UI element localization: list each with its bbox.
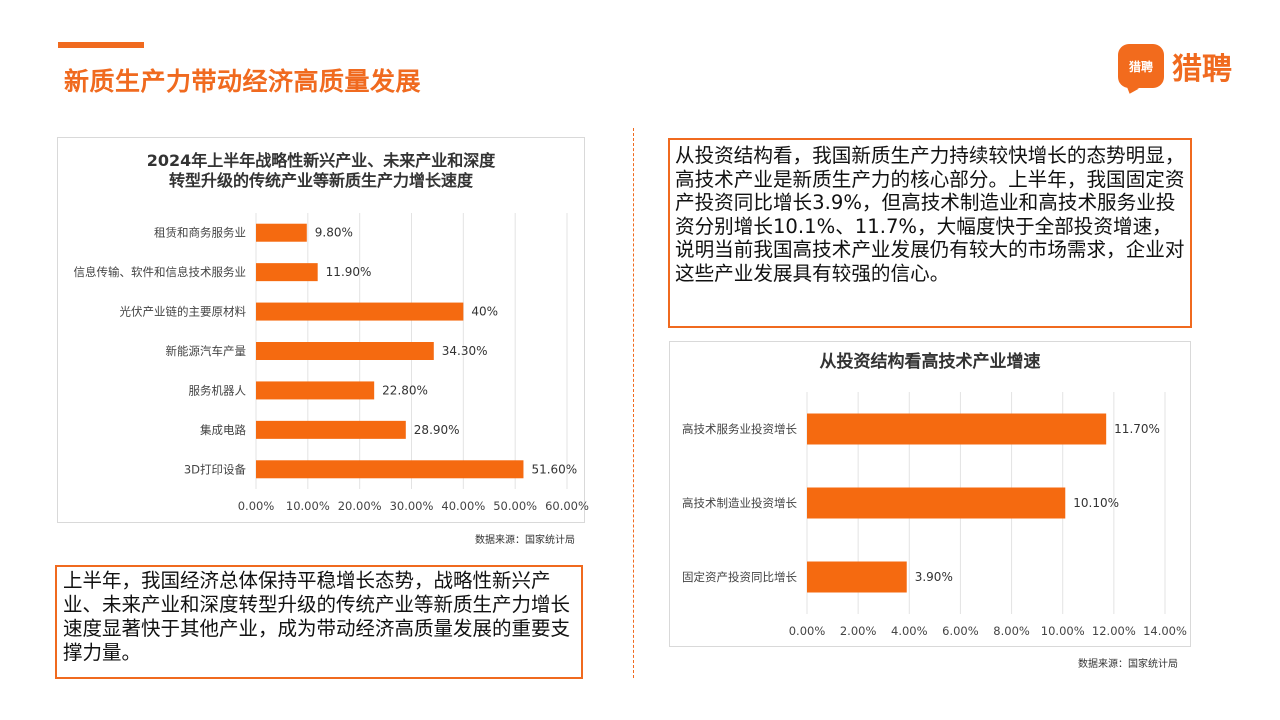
x-tick-label: 12.00% xyxy=(1092,624,1136,638)
chat-bubble-icon: 猎聘 xyxy=(1118,44,1164,88)
bar xyxy=(256,342,434,360)
investment-chart-panel: 从投资结构看高技术产业增速 0.00% 2.00% 4.00% 6.00% 8.00% 1… xyxy=(669,341,1191,647)
data-label: 51.60% xyxy=(531,462,577,476)
x-tick-label: 10.00% xyxy=(1041,624,1085,638)
left-chart-source: 数据来源：国家统计局 xyxy=(475,535,575,546)
bar xyxy=(256,263,318,282)
x-tick-label: 2.00% xyxy=(840,624,877,638)
category-label: 固定资产投资同比增长 xyxy=(682,570,797,584)
investment-bar-chart: 0.00% 2.00% 4.00% 6.00% 8.00% 10.00% 12.00% 14.… xyxy=(682,392,1187,638)
logo-text: 猎聘 xyxy=(1172,52,1232,87)
investment-text-box: 从投资结构看，我国新质生产力持续较快增长的态势明显，高技术产业是新质生产力的核心… xyxy=(668,138,1192,328)
x-tick-label: 30.00% xyxy=(390,499,434,513)
chart-title-line2: 转型升级的传统产业等新质生产力增长速度 xyxy=(168,171,473,190)
growth-chart-panel: 2024年上半年战略性新兴产业、未来产业和深度 转型升级的传统产业等新质生产力增… xyxy=(57,137,589,523)
summary-text-box: 上半年，我国经济总体保持平稳增长态势，战略性新兴产业、未来产业和深度转型升级的传… xyxy=(55,565,583,679)
liepin-logo: 猎聘 猎聘 xyxy=(1118,44,1232,88)
growth-bar-chart: 0.00% 10.00% 20.00% 30.00% 40.00% 50.00% 60.00… xyxy=(74,213,589,513)
data-label: 11.70% xyxy=(1114,422,1160,436)
right-chart-source: 数据来源：国家统计局 xyxy=(1078,659,1178,670)
x-tick-label: 50.00% xyxy=(493,499,537,513)
x-tick-label: 4.00% xyxy=(891,624,928,638)
data-label: 28.90% xyxy=(414,423,460,437)
category-label: 3D打印设备 xyxy=(184,462,247,476)
bar xyxy=(256,381,375,400)
x-tick-label: 40.00% xyxy=(441,499,485,513)
bar xyxy=(256,223,307,242)
title-accent-line xyxy=(58,42,144,48)
data-label: 9.80% xyxy=(315,226,353,240)
category-label: 信息传输、软件和信息技术服务业 xyxy=(74,265,247,279)
x-tick-label: 0.00% xyxy=(789,624,826,638)
bar xyxy=(256,420,406,439)
category-label: 新能源汽车产量 xyxy=(166,344,247,358)
data-label: 34.30% xyxy=(442,344,488,358)
x-tick-label: 6.00% xyxy=(942,624,979,638)
bar xyxy=(256,460,524,479)
category-label: 租赁和商务服务业 xyxy=(154,226,246,240)
category-label: 高技术服务业投资增长 xyxy=(682,422,797,436)
data-label: 3.90% xyxy=(915,570,953,584)
column-divider xyxy=(633,128,634,678)
bar xyxy=(807,561,907,593)
category-label: 服务机器人 xyxy=(189,383,247,397)
bar xyxy=(807,487,1066,519)
bar xyxy=(807,413,1107,445)
category-label: 光伏产业链的主要原材料 xyxy=(120,305,247,319)
x-tick-label: 20.00% xyxy=(338,499,382,513)
x-tick-label: 14.00% xyxy=(1143,624,1187,638)
x-tick-label: 8.00% xyxy=(993,624,1030,638)
bar xyxy=(256,302,464,321)
x-tick-label: 0.00% xyxy=(238,499,275,513)
x-tick-label: 60.00% xyxy=(545,499,589,513)
data-label: 40% xyxy=(471,305,498,319)
data-label: 10.10% xyxy=(1073,496,1119,510)
data-label: 22.80% xyxy=(382,383,428,397)
data-label: 11.90% xyxy=(326,265,372,279)
page-title: 新质生产力带动经济高质量发展 xyxy=(64,67,422,96)
x-tick-label: 10.00% xyxy=(286,499,330,513)
chart-title-line1: 2024年上半年战略性新兴产业、未来产业和深度 xyxy=(146,151,496,170)
category-label: 高技术制造业投资增长 xyxy=(682,496,797,510)
investment-chart-title: 从投资结构看高技术产业增速 xyxy=(819,352,1041,372)
category-label: 集成电路 xyxy=(200,423,246,437)
